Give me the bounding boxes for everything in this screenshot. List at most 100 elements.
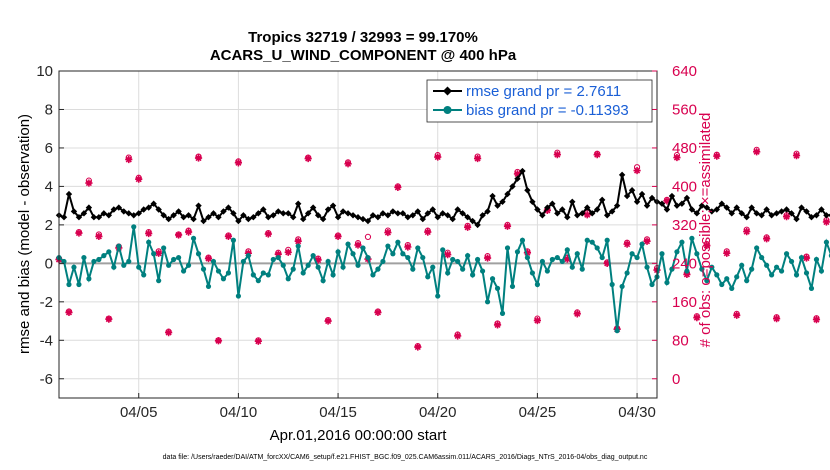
rmse-point <box>270 212 277 219</box>
legend-entry-rmse: rmse grand pr = 2.7611 <box>433 83 621 100</box>
obs-assimilated-point <box>204 254 213 263</box>
bias-point <box>579 266 585 272</box>
rmse-point <box>693 210 701 217</box>
bias-point <box>320 278 326 284</box>
bias-point <box>524 254 531 261</box>
bias-point <box>778 268 785 274</box>
y-right-tick-label: 480 <box>672 140 697 157</box>
rmse-point <box>260 206 267 213</box>
obs-assimilated-point <box>493 321 502 329</box>
bias-point <box>111 264 117 270</box>
bias-point <box>101 253 107 259</box>
rmse-point <box>379 210 387 217</box>
obs-assimilated-point <box>264 230 272 238</box>
rmse-point <box>529 198 536 205</box>
rmse-point <box>748 204 755 211</box>
rmse-point <box>349 212 357 219</box>
obs-assimilated-point <box>344 160 352 168</box>
rmse-point <box>459 210 466 217</box>
rmse-point <box>215 213 222 221</box>
bias-point <box>96 256 102 263</box>
bias-point <box>335 249 341 255</box>
rmse-point <box>399 210 407 217</box>
x-tick-label: 04/10 <box>220 404 258 421</box>
obs-assimilated-point <box>414 343 422 351</box>
obs-assimilated-point <box>723 249 731 257</box>
obs-assimilated-point <box>583 211 591 219</box>
rmse-point <box>220 208 227 215</box>
bias-point <box>709 264 715 270</box>
rmse-point <box>324 206 332 213</box>
rmse-point <box>434 213 441 221</box>
obs-assimilated-point <box>822 218 830 226</box>
bias-point <box>569 264 575 270</box>
rmse-point <box>190 215 197 223</box>
bias-point <box>205 283 212 290</box>
rmse-point <box>155 206 162 213</box>
rmse-point <box>813 212 820 219</box>
bias-point <box>455 258 461 265</box>
bias-point <box>370 272 376 278</box>
rmse-point <box>314 212 322 219</box>
bias-series-line <box>58 226 830 331</box>
legend-rmse-label: rmse grand pr = 2.7611 <box>466 83 621 100</box>
bias-point <box>514 249 521 255</box>
rmse-point <box>344 210 352 217</box>
rmse-point <box>419 215 426 223</box>
obs-assimilated-point <box>713 152 721 160</box>
rmse-point <box>280 210 287 217</box>
rmse-point <box>484 208 491 215</box>
rmse-point <box>354 213 362 221</box>
rmse-point <box>454 206 461 213</box>
y-left-tick-label: 10 <box>36 63 53 80</box>
y-axis-left-label: rmse and bias (model - observation) <box>16 114 33 354</box>
rmse-point <box>823 212 830 219</box>
rmse-point <box>110 206 118 213</box>
obs-assimilated-point <box>753 148 761 156</box>
bias-point <box>200 266 207 272</box>
rmse-point <box>444 212 451 219</box>
obs-assimilated-point <box>693 314 701 322</box>
rmse-point <box>778 208 785 215</box>
y-right-tick-label: 160 <box>672 294 697 311</box>
bias-point <box>614 328 620 334</box>
rmse-point <box>623 192 631 200</box>
y-left-tick-label: 8 <box>45 101 53 118</box>
bias-point <box>619 283 625 290</box>
rmse-point <box>250 213 257 221</box>
bias-point <box>280 262 286 268</box>
bias-point <box>823 239 830 245</box>
obs-assimilated-point <box>254 337 262 345</box>
rmse-point <box>65 190 73 198</box>
obs-assimilated-point <box>184 228 193 236</box>
rmse-point <box>394 210 402 217</box>
obs-assimilated-point <box>434 153 442 161</box>
rmse-point <box>469 217 476 225</box>
bias-point <box>410 266 416 272</box>
obs-assimilated-point <box>673 153 681 162</box>
y-right-tick-label: 240 <box>672 255 697 272</box>
rmse-point <box>240 212 247 219</box>
bias-point <box>126 258 132 265</box>
obs-assimilated-point <box>503 222 512 230</box>
bias-point <box>484 299 491 305</box>
rmse-point <box>295 200 302 207</box>
obs-assimilated-point <box>155 249 163 257</box>
bias-point <box>420 254 426 261</box>
rmse-point <box>703 204 711 211</box>
bias-point <box>156 278 162 284</box>
bias-point <box>270 256 276 263</box>
bias-point <box>724 276 730 282</box>
rmse-point <box>175 208 182 215</box>
obs-assimilated-point <box>424 228 432 236</box>
bias-point <box>255 278 261 284</box>
bias-point <box>81 254 87 261</box>
bias-point <box>529 270 536 276</box>
y-right-tick-label: 640 <box>672 63 697 80</box>
rmse-point <box>798 204 805 211</box>
rmse-point <box>140 206 147 213</box>
rmse-point <box>743 213 750 221</box>
bias-point <box>415 245 421 251</box>
bias-point <box>479 268 486 274</box>
obs-assimilated-point <box>75 229 83 237</box>
